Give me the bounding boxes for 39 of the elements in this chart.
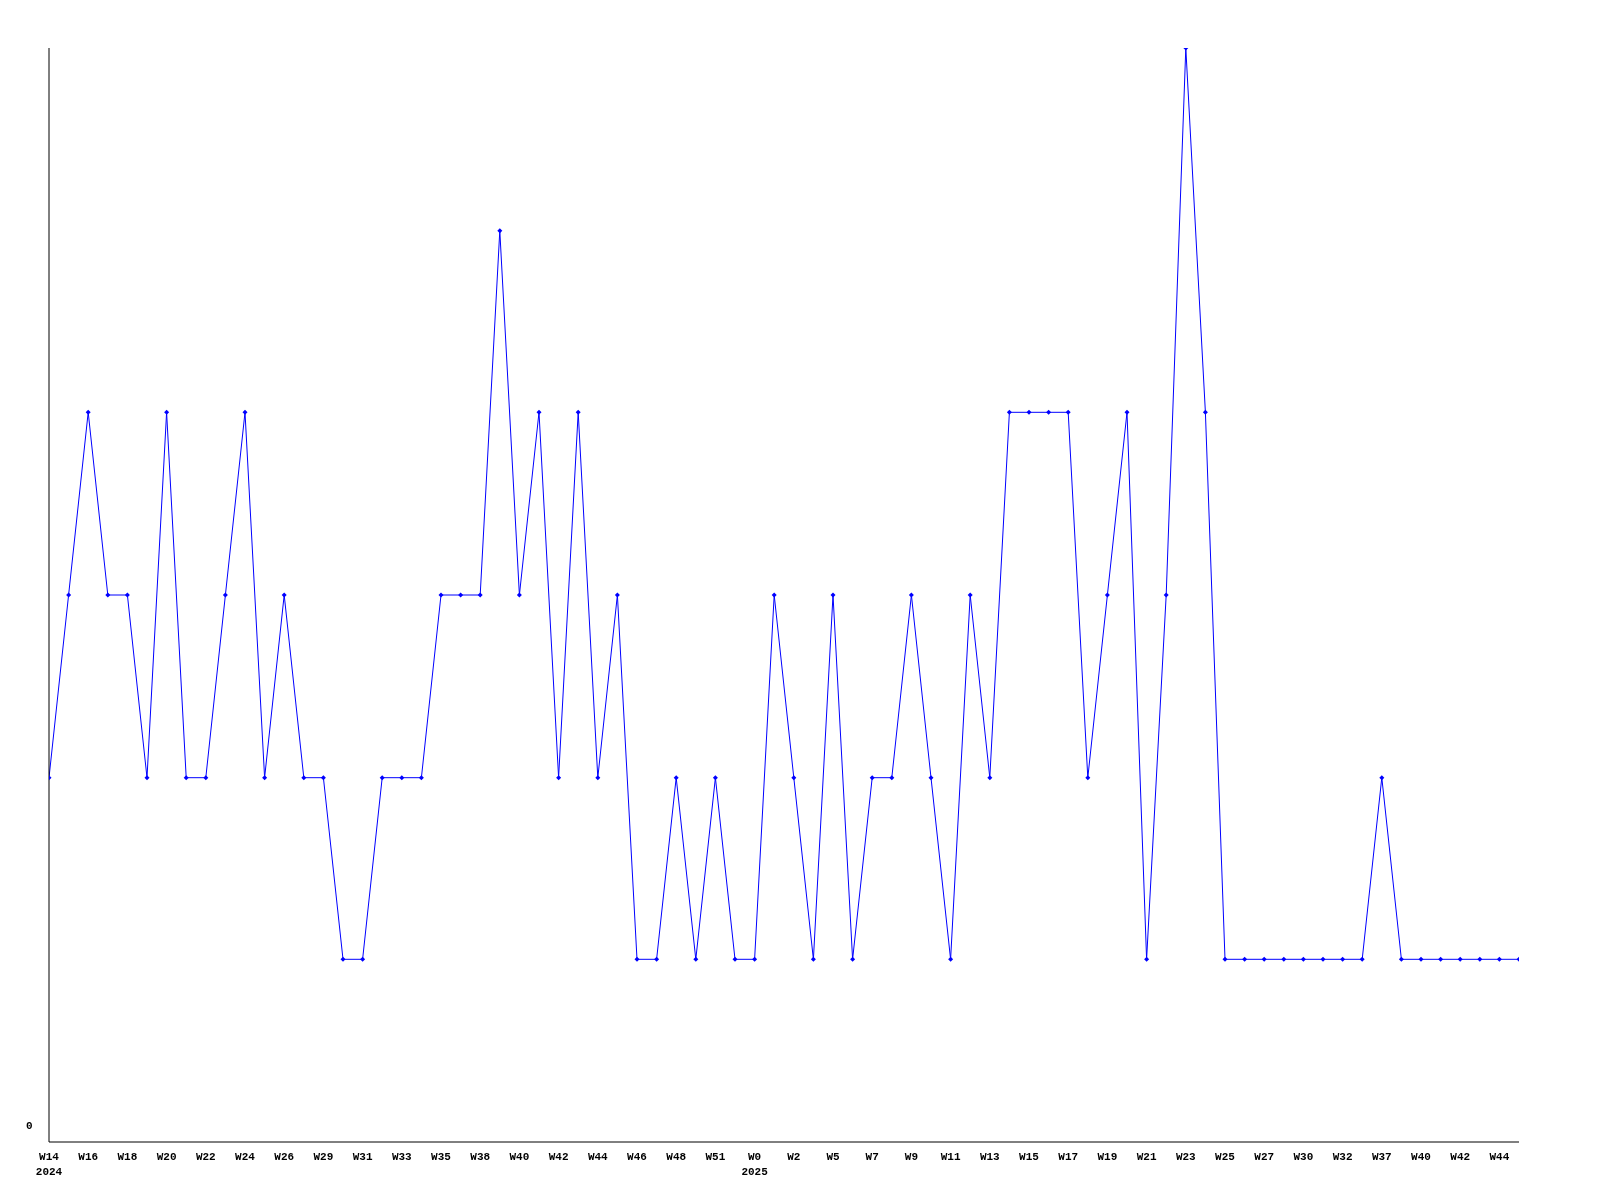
x-tick-label: W24 (235, 1151, 256, 1163)
x-tick-label: W13 (979, 1151, 1001, 1163)
x-tick-label: W22 (195, 1151, 216, 1163)
x-tick-label: W15 (1019, 1151, 1040, 1163)
x-tick-label: W0 2025 (741, 1151, 769, 1178)
x-tick-label: W37 (1371, 1151, 1392, 1163)
x-tick-label: W31 (352, 1151, 373, 1163)
x-tick-label: W23 (1175, 1151, 1197, 1163)
x-tick-label: W40 (509, 1151, 530, 1163)
x-tick-label: W14 2024 (35, 1151, 63, 1178)
x-tick-label: W11 (940, 1151, 961, 1163)
x-tick-label: W33 (391, 1151, 413, 1163)
x-tick-label: W35 (431, 1151, 452, 1163)
x-tick-label: W26 (274, 1151, 295, 1163)
x-tick-label: W38 (470, 1151, 491, 1163)
x-tick-label: W16 (78, 1151, 99, 1163)
x-tick-label: W9 (904, 1151, 918, 1163)
x-tick-label: W18 (117, 1151, 138, 1163)
text: 0 (26, 1120, 33, 1132)
x-tick-label: W42 (1450, 1151, 1471, 1163)
x-tick-label: W7 (865, 1151, 879, 1163)
x-tick-label: W5 (826, 1151, 840, 1163)
x-tick-label: W46 (627, 1151, 647, 1163)
x-tick-label: W51 (705, 1151, 726, 1163)
x-tick-label: W17 (1058, 1151, 1079, 1163)
x-tick-label: W27 (1254, 1151, 1275, 1163)
x-tick-label: W25 (1215, 1151, 1236, 1163)
x-tick-label: W44 (1489, 1151, 1510, 1163)
x-tick-label: W29 (313, 1151, 334, 1163)
x-tick-label: W21 (1136, 1151, 1157, 1163)
x-tick-label: W2 (787, 1151, 801, 1163)
x-tick-label: W40 (1411, 1151, 1431, 1163)
x-tick-label: W20 (156, 1151, 177, 1163)
x-tick-label: W48 (666, 1151, 687, 1163)
x-tick-label: W30 (1293, 1151, 1314, 1163)
x-tick-label: W44 (587, 1151, 609, 1163)
x-tick-label: W19 (1097, 1151, 1118, 1163)
x-tick-label: W42 (548, 1151, 569, 1163)
x-tick-label: W32 (1332, 1151, 1353, 1163)
